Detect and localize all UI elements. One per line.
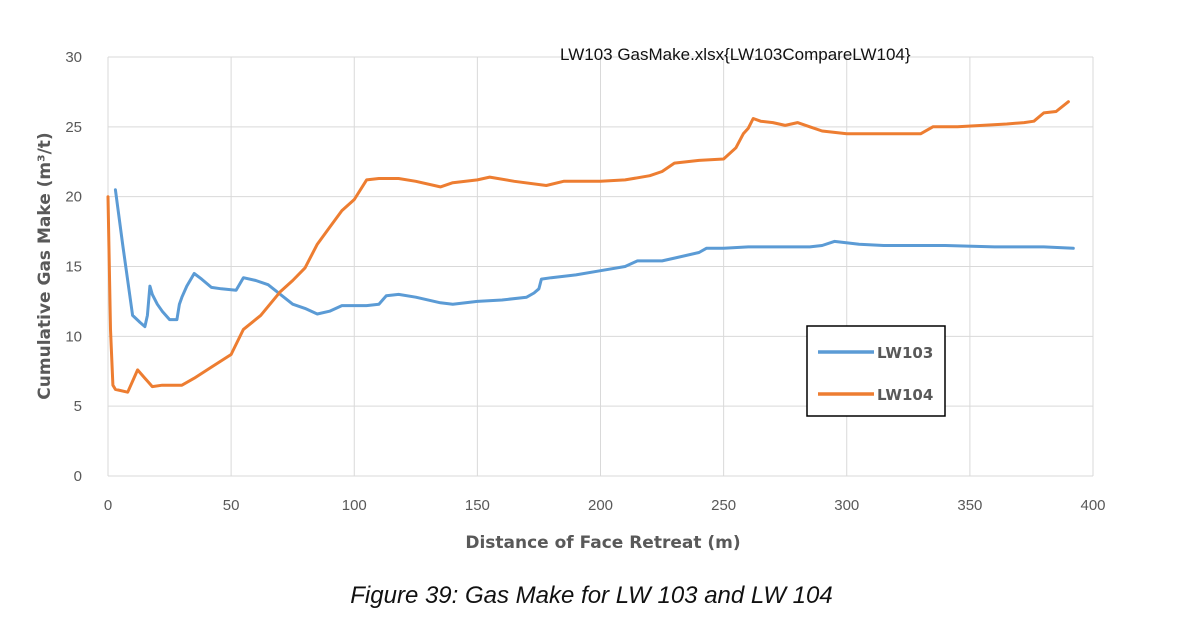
y-tick-label: 10 [65,328,82,345]
y-tick-label: 20 [65,189,82,206]
y-tick-label: 30 [65,49,82,66]
x-tick-label: 50 [223,497,240,514]
series-line-lw104 [106,100,1070,394]
legend: LW103 LW104 [806,325,946,417]
y-tick-label: 0 [74,468,82,485]
legend-label-lw104: LW104 [877,386,933,404]
grid-lines [107,56,1094,477]
chart-annotation: LW103 GasMake.xlsx{LW103CompareLW104} [560,45,911,64]
y-axis-title: Cumulative Gas Make (m³/t) [35,132,55,399]
x-axis-title: Distance of Face Retreat (m) [465,533,740,553]
figure-caption: Figure 39: Gas Make for LW 103 and LW 10… [350,582,833,609]
y-tick-label: 15 [65,259,82,276]
y-tick-label: 5 [74,398,82,415]
legend-label-lw103: LW103 [877,344,933,362]
series-lines [106,100,1075,394]
y-tick-label: 25 [65,119,82,136]
x-tick-label: 300 [834,497,859,514]
x-tick-label: 250 [711,497,736,514]
line-chart: 0 50 100 150 200 250 300 350 400 0 5 10 15 20 25 30 LW… [35,45,1106,553]
x-tick-label: 400 [1080,497,1105,514]
x-tick-label: 150 [465,497,490,514]
x-tick-label: 0 [104,497,112,514]
x-tick-label: 200 [588,497,613,514]
x-tick-label: 100 [342,497,367,514]
y-tick-labels: 0 5 10 15 20 25 30 [65,49,82,485]
x-tick-label: 350 [957,497,982,514]
series-line-lw103 [113,188,1075,329]
x-tick-labels: 0 50 100 150 200 250 300 350 400 [104,497,1106,514]
legend-box [806,325,946,417]
